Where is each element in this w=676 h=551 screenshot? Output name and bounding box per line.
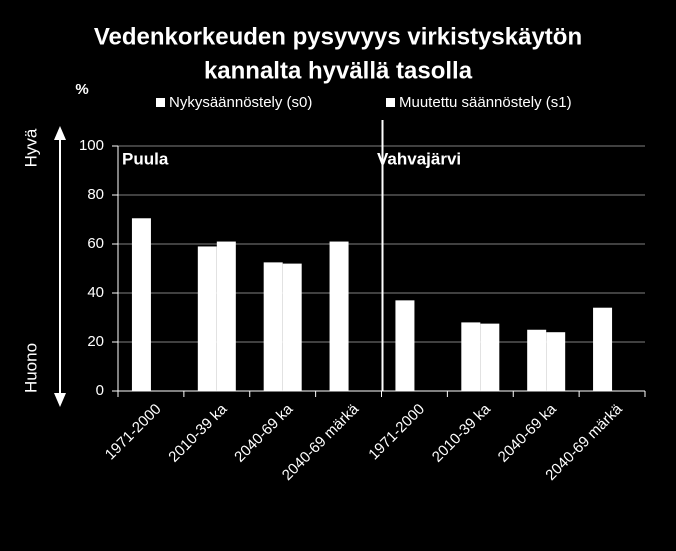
bar [593, 307, 613, 391]
y-tick-label: 20 [87, 333, 104, 350]
bar [131, 218, 151, 391]
bar [546, 332, 566, 391]
chart-title: kannalta hyvällä tasolla [204, 57, 473, 84]
bar [527, 329, 547, 391]
bar [461, 322, 481, 391]
bar [216, 241, 236, 391]
y-tick-label: 80 [87, 186, 104, 203]
group-label: Vahvajärvi [377, 149, 461, 168]
bar [282, 263, 302, 391]
legend-label: Nykysäännöstely (s0) [169, 94, 312, 111]
bar [329, 241, 349, 391]
y-top-label: Hyvä [21, 128, 40, 167]
bar [263, 262, 283, 391]
bar [395, 300, 415, 391]
legend-marker [156, 98, 165, 107]
y-tick-label: 0 [96, 382, 104, 399]
bar [480, 323, 500, 391]
y-tick-label: 60 [87, 235, 104, 252]
bar [197, 246, 217, 391]
y-axis-label: % [75, 81, 88, 98]
legend-marker [386, 98, 395, 107]
group-label: Puula [122, 149, 169, 168]
legend-label: Muutettu säännöstely (s1) [399, 94, 572, 111]
chart-title: Vedenkorkeuden pysyvyys virkistyskäytön [94, 23, 582, 50]
y-bottom-label: Huono [21, 343, 40, 393]
y-tick-label: 100 [79, 137, 104, 154]
y-tick-label: 40 [87, 284, 104, 301]
arrow [54, 126, 66, 407]
